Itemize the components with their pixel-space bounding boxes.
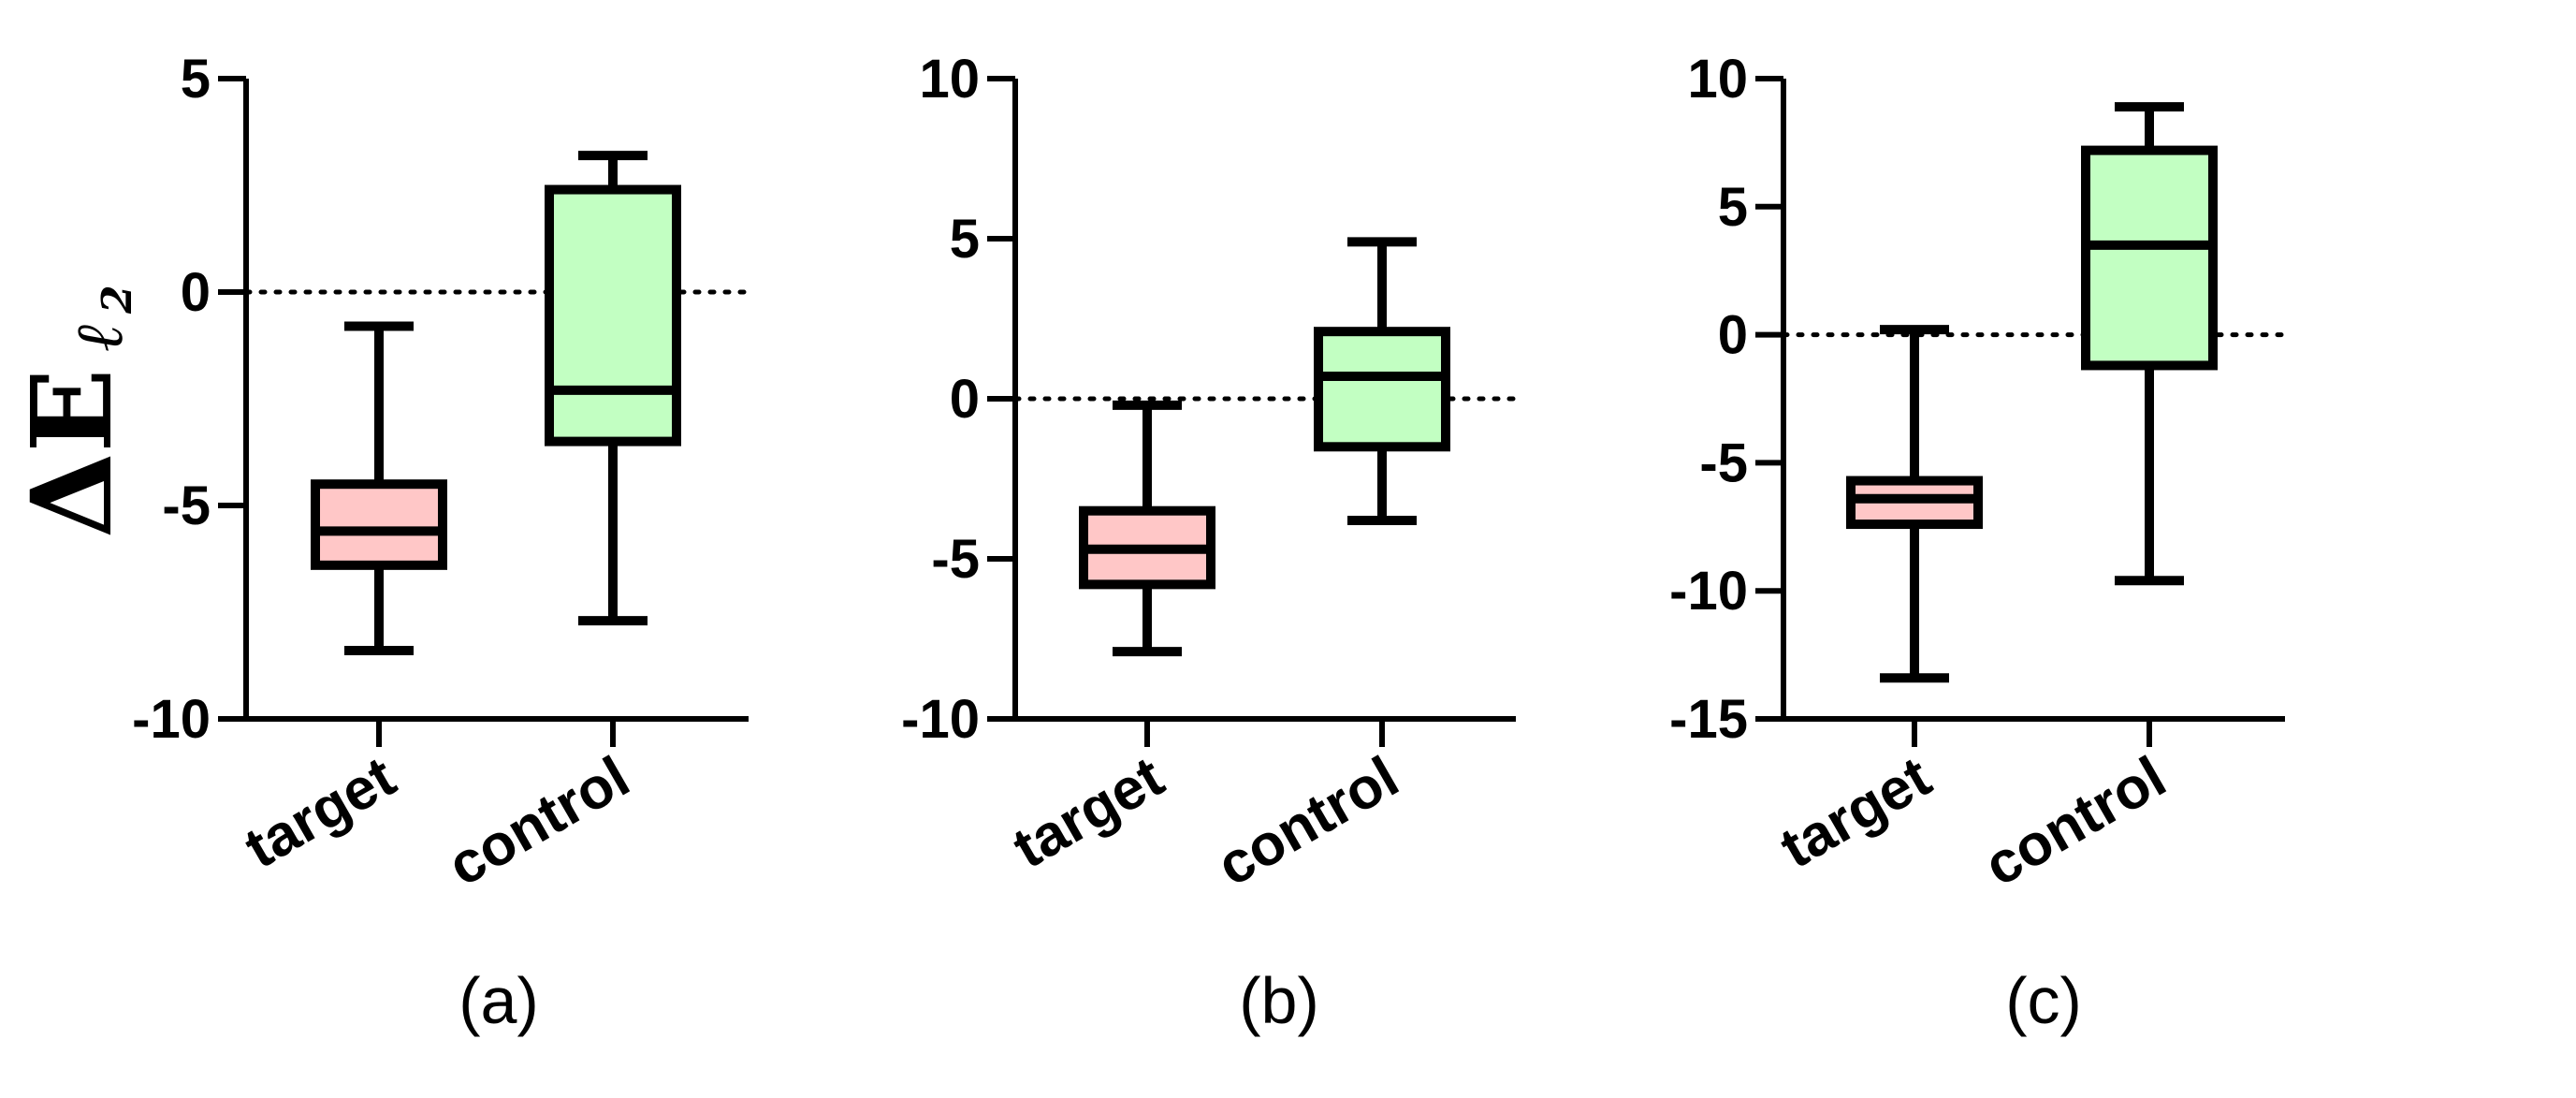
box-control bbox=[545, 184, 681, 447]
x-tick-label: target bbox=[1769, 744, 1942, 881]
panel-a: 5 0 -5 -10 target control (a) bbox=[132, 49, 751, 1037]
y-axis-label-sub: ℓ bbox=[60, 323, 138, 351]
x-tick-label: control bbox=[1974, 744, 2176, 899]
y-tick-label: -5 bbox=[1699, 432, 1748, 493]
y-tick-label: 10 bbox=[1687, 49, 1748, 110]
y-tick-label: 5 bbox=[1718, 177, 1748, 238]
box-target bbox=[311, 479, 447, 570]
y-tick-label: 10 bbox=[919, 49, 980, 110]
panel-label: (c) bbox=[2005, 964, 2082, 1037]
y-tick-label: 0 bbox=[950, 369, 980, 430]
y-tick-label: 5 bbox=[181, 49, 211, 110]
box-control bbox=[1314, 327, 1450, 452]
x-tick-label: control bbox=[438, 744, 640, 899]
panel-label: (a) bbox=[458, 964, 539, 1037]
y-tick-label: -5 bbox=[162, 476, 211, 536]
y-tick-label: -10 bbox=[901, 689, 980, 750]
panel-label: (b) bbox=[1239, 964, 1319, 1037]
y-tick-label: -5 bbox=[931, 529, 980, 590]
box-control bbox=[2081, 145, 2218, 371]
x-tick-label: target bbox=[1002, 744, 1174, 881]
y-tick-label: 0 bbox=[181, 262, 211, 323]
x-tick-label: control bbox=[1207, 744, 1409, 899]
x-tick-label: target bbox=[234, 744, 406, 881]
y-tick-label: -10 bbox=[1669, 561, 1748, 622]
y-axis-label-main: ΔE bbox=[7, 369, 137, 539]
y-axis-label: ΔE ℓ 2 bbox=[7, 285, 141, 538]
y-tick-label: 0 bbox=[1718, 305, 1748, 366]
panel-c: 10 5 0 -5 -10 -15 target control (c) bbox=[1669, 49, 2288, 1037]
y-tick-label: -15 bbox=[1669, 689, 1748, 750]
y-tick-label: 5 bbox=[950, 209, 980, 270]
panel-b: 10 5 0 -5 -10 target control (b) bbox=[901, 49, 1519, 1037]
y-tick-label: -10 bbox=[132, 689, 211, 750]
y-axis-label-subsub: 2 bbox=[94, 285, 141, 315]
